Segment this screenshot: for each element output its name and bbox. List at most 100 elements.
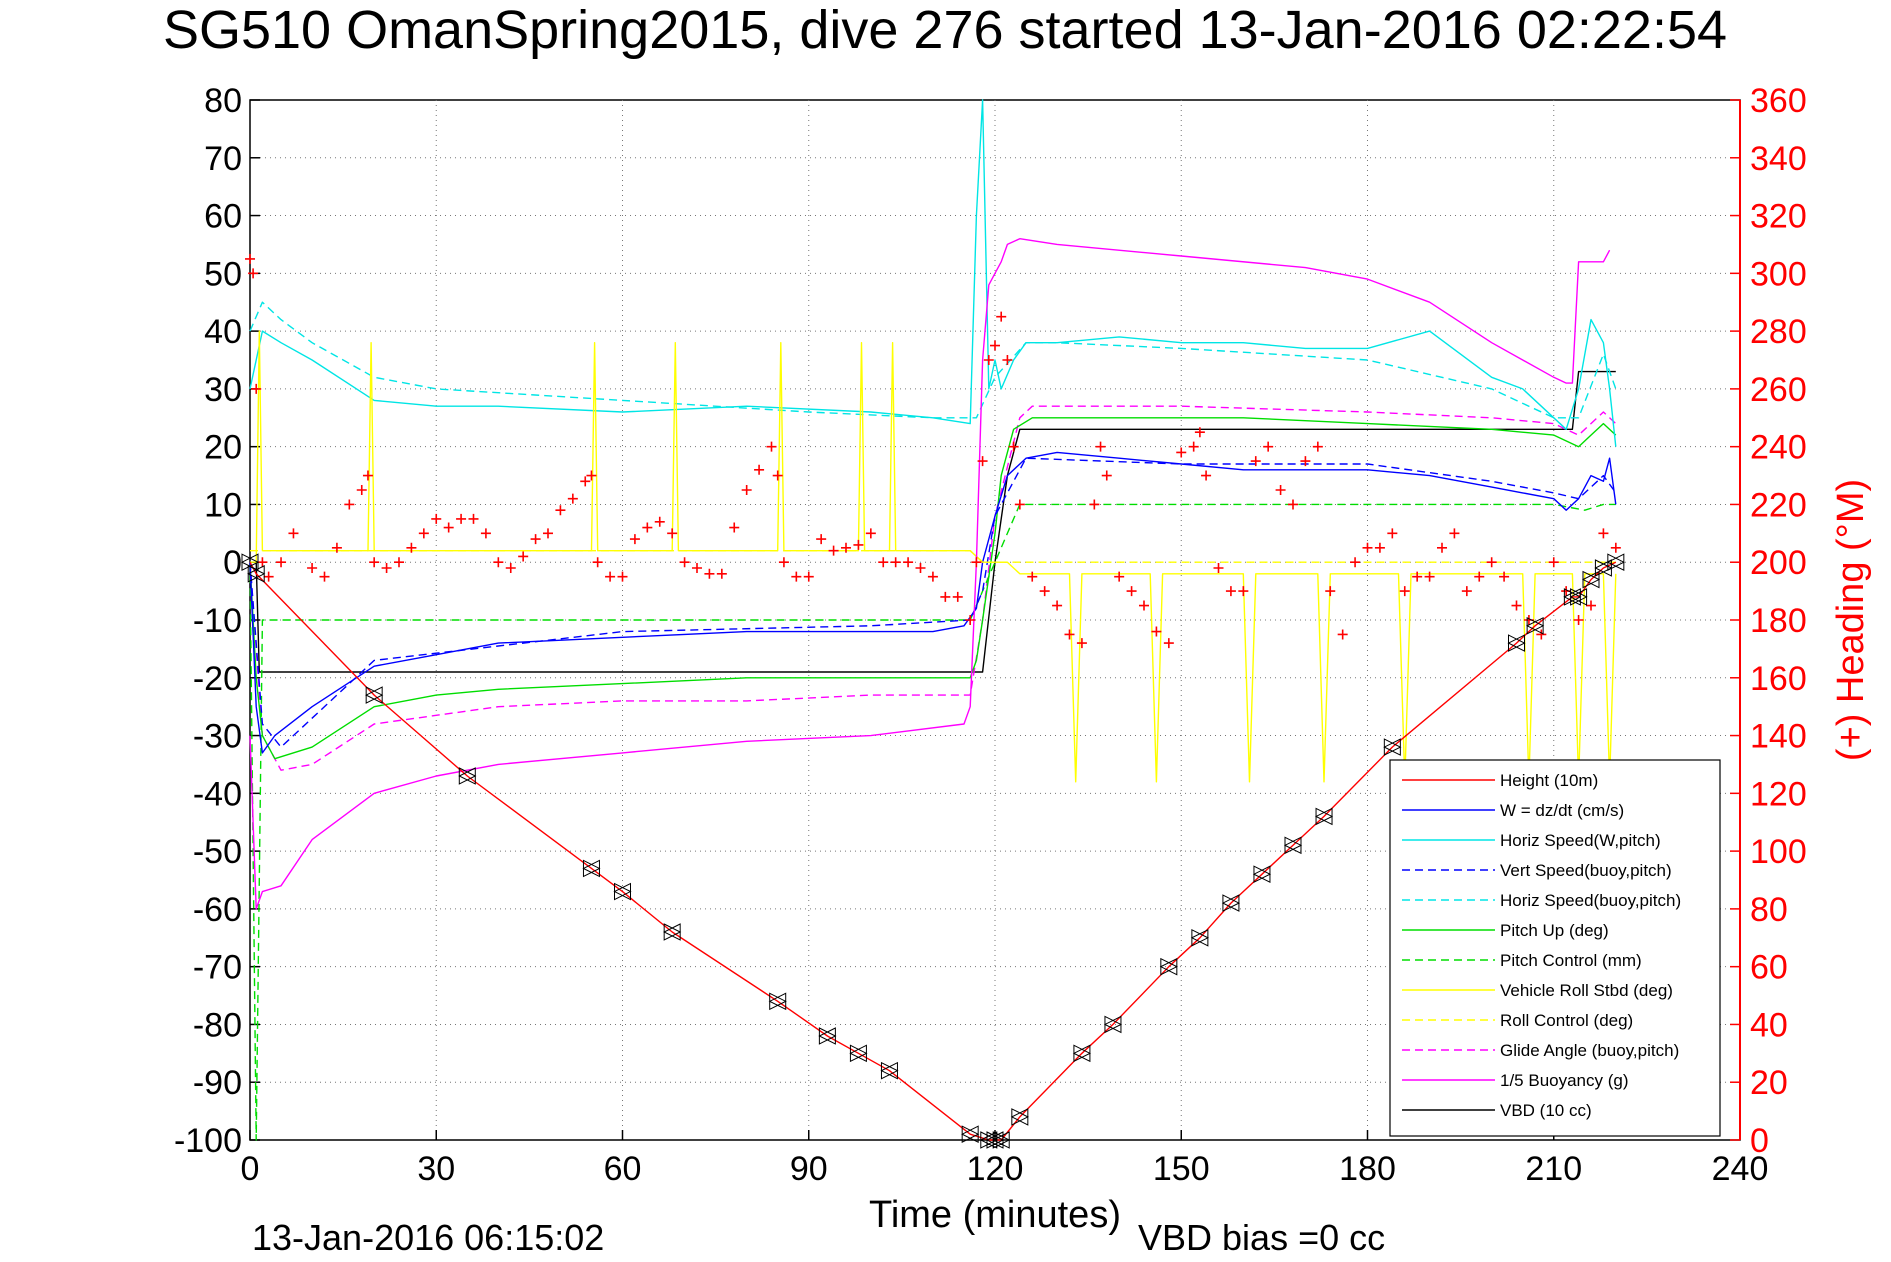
heading-point: [903, 557, 914, 568]
height-marker: [1526, 616, 1545, 635]
height-marker: [961, 1125, 980, 1144]
heading-point: [1399, 586, 1410, 597]
heading-point: [555, 505, 566, 516]
height-marker: [458, 767, 477, 785]
x-tick-label: 0: [241, 1150, 260, 1188]
series-line-vbd-10-cc: [250, 370, 1616, 673]
footer-vbd-bias: VBD bias =0 cc: [1138, 1217, 1385, 1258]
heading-point: [1586, 600, 1596, 611]
y-tick-label: -30: [193, 718, 242, 756]
heading-point: [1238, 586, 1249, 597]
heading-point: [878, 557, 889, 568]
heading-point: [1486, 557, 1497, 568]
heading-point: [381, 563, 392, 573]
heading-point: [493, 557, 504, 568]
heading-point: [667, 528, 678, 539]
heading-point: [605, 571, 616, 582]
heading-point: [331, 542, 342, 553]
y-tick-label: -70: [193, 949, 242, 987]
y-tick-label: 30: [204, 371, 242, 409]
heading-point: [518, 551, 529, 562]
y-tick-label: -80: [193, 1006, 242, 1044]
heading-point: [971, 557, 982, 568]
heading-point: [1194, 427, 1205, 438]
heading-point: [245, 253, 255, 264]
heading-point: [394, 557, 404, 568]
heading-point: [853, 539, 864, 550]
heading-point: [915, 563, 926, 573]
heading-point: [952, 591, 963, 602]
heading-point: [1461, 586, 1472, 597]
height-markers: [240, 553, 1625, 1149]
heading-point: [418, 528, 429, 539]
heading-point: [803, 571, 814, 582]
heading-point: [1474, 571, 1485, 582]
heading-point: [1225, 586, 1236, 597]
heading-point: [288, 528, 299, 539]
heading-point: [977, 456, 988, 467]
heading-point: [1325, 586, 1336, 597]
heading-point: [468, 513, 479, 524]
heading-markers: [245, 253, 1621, 649]
height-marker: [1103, 1015, 1123, 1034]
y2-tick-label: 140: [1750, 718, 1807, 756]
x-tick-label: 240: [1712, 1150, 1769, 1188]
legend-entry-label: Height (10m): [1500, 771, 1598, 790]
heading-point: [1176, 447, 1187, 458]
y-tick-label: -40: [193, 775, 242, 813]
left-axis-ticks: 80 70 60 50 40 30 20 10 0 -10 -20 -30 -40 -50 -60 -70 -8…: [174, 82, 260, 1160]
chart-title: SG510 OmanSpring2015, dive 276 started 1…: [163, 0, 1727, 60]
heading-point: [741, 485, 752, 495]
y2-tick-label: 120: [1750, 775, 1807, 813]
heading-point: [617, 571, 628, 582]
heading-point: [369, 557, 380, 568]
heading-point: [580, 476, 591, 487]
heading-point: [1008, 441, 1019, 452]
heading-point: [1014, 499, 1025, 510]
legend-entry-label: Horiz Speed(W,pitch): [1500, 831, 1661, 850]
heading-point: [319, 571, 330, 582]
x-tick-label: 30: [417, 1150, 455, 1188]
heading-point: [1610, 542, 1621, 553]
heading-point: [586, 470, 597, 481]
heading-point: [729, 522, 740, 533]
series-line-pitch-control-mm: [249, 503, 1616, 1141]
heading-point: [443, 522, 454, 533]
height-marker: [880, 1061, 899, 1080]
heading-point: [1126, 586, 1137, 597]
heading-point: [1163, 638, 1174, 649]
heading-point: [1300, 456, 1311, 467]
y2-tick-label: 20: [1750, 1064, 1788, 1102]
y-tick-label: -50: [193, 833, 242, 871]
legend: Height (10m) W = dz/dt (cm/s) Horiz Speed(…: [1389, 759, 1721, 1137]
height-marker: [768, 992, 787, 1011]
y2-tick-label: 360: [1750, 82, 1807, 120]
heading-point: [1412, 571, 1423, 582]
heading-point: [1188, 441, 1199, 452]
heading-point: [983, 355, 994, 365]
height-marker: [1563, 588, 1582, 606]
height-marker: [1190, 928, 1209, 947]
height-marker: [1581, 570, 1601, 589]
x-tick-label: 210: [1525, 1150, 1582, 1188]
heading-point: [1151, 626, 1162, 637]
heading-point: [1312, 441, 1323, 452]
heading-point: [1114, 571, 1125, 582]
y-tick-label: 80: [204, 82, 242, 120]
y2-tick-label: 300: [1750, 255, 1807, 293]
legend-entry-label: Vehicle Roll Stbd (deg): [1500, 981, 1673, 1000]
y2-tick-label: 220: [1750, 486, 1807, 524]
heading-point: [1101, 470, 1112, 481]
heading-point: [1374, 542, 1385, 553]
height-marker: [818, 1027, 837, 1045]
y2-tick-label: 340: [1750, 140, 1807, 178]
heading-point: [1573, 615, 1584, 625]
y-tick-label: -100: [174, 1122, 242, 1160]
y-tick-label: 0: [223, 544, 242, 582]
heading-point: [772, 470, 783, 481]
heading-point: [841, 542, 851, 553]
heading-point: [766, 441, 777, 452]
heading-point: [1263, 441, 1274, 452]
y2-tick-label: 320: [1750, 198, 1807, 236]
legend-entry-label: W = dz/dt (cm/s): [1500, 801, 1624, 820]
